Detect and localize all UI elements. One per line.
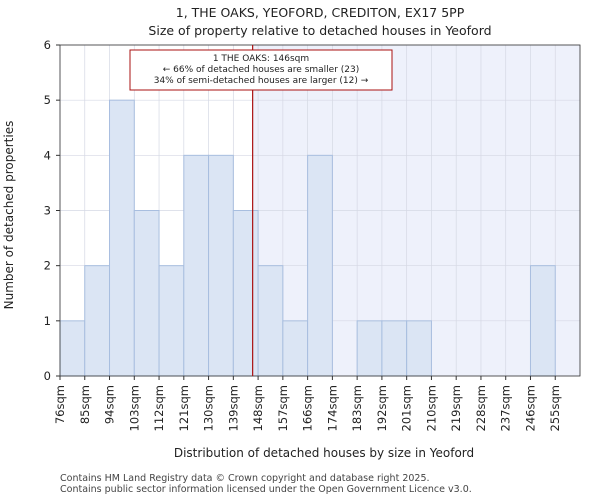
x-tick-label: 228sqm — [474, 385, 488, 431]
x-tick-label: 246sqm — [523, 385, 537, 431]
x-tick-label: 183sqm — [350, 385, 364, 431]
y-tick-label: 3 — [44, 204, 51, 218]
y-tick-label: 1 — [44, 314, 51, 328]
bars-group — [59, 99, 556, 377]
y-tick-label: 5 — [44, 93, 51, 107]
bar-201sqm — [406, 320, 432, 377]
annotation-line-1: 1 THE OAKS: 146sqm — [213, 54, 309, 64]
bar-85sqm — [84, 265, 111, 377]
bar-112sqm — [158, 265, 185, 377]
bar-148sqm — [257, 265, 284, 377]
bar-166sqm — [307, 154, 333, 377]
x-tick-label: 201sqm — [400, 385, 414, 431]
x-tick-label: 139sqm — [226, 385, 240, 431]
x-tick-label: 166sqm — [301, 385, 315, 431]
x-tick-label: 148sqm — [251, 385, 265, 431]
x-tick-label: 237sqm — [499, 385, 513, 431]
x-tick-label: 157sqm — [276, 385, 290, 431]
y-tick-label: 4 — [44, 148, 51, 162]
bar-183sqm — [356, 320, 383, 377]
bar-76sqm — [59, 320, 86, 377]
x-tick-label: 112sqm — [152, 385, 166, 431]
bar-192sqm — [381, 320, 408, 377]
x-tick-label: 219sqm — [449, 385, 463, 431]
x-tick-label: 130sqm — [202, 385, 216, 431]
x-axis: 76sqm 85sqm 94sqm 103sqm 112sqm 121sqm 130sqm 1… — [53, 376, 562, 431]
x-axis-label: Distribution of detached houses by size … — [174, 446, 474, 460]
annotation-line-2: ← 66% of detached houses are smaller (23… — [163, 65, 360, 75]
y-tick-label: 6 — [44, 38, 51, 52]
annotation-line-3: 34% of semi-detached houses are larger (… — [154, 76, 369, 86]
bar-157sqm — [282, 320, 309, 377]
y-axis: 0 1 2 3 4 5 6 — [44, 38, 60, 383]
bar-246sqm — [529, 265, 556, 377]
chart-title: 1, THE OAKS, YEOFORD, CREDITON, EX17 5PP — [176, 5, 465, 20]
y-axis-label: Number of detached properties — [2, 121, 16, 310]
x-tick-label: 121sqm — [177, 385, 191, 431]
footer-line-1: Contains HM Land Registry data © Crown c… — [60, 473, 430, 484]
x-tick-label: 210sqm — [424, 385, 438, 431]
x-tick-label: 192sqm — [375, 385, 389, 431]
bar-103sqm — [133, 210, 160, 377]
x-tick-label: 255sqm — [548, 385, 562, 431]
bar-130sqm — [208, 154, 234, 377]
x-tick-label: 94sqm — [103, 385, 117, 424]
bar-139sqm — [232, 210, 259, 377]
footer-line-2: Contains public sector information licen… — [60, 484, 472, 495]
chart-subtitle: Size of property relative to detached ho… — [148, 23, 491, 38]
x-tick-label: 76sqm — [53, 385, 67, 424]
y-tick-label: 2 — [44, 259, 51, 273]
y-tick-label: 0 — [44, 369, 51, 383]
bar-121sqm — [183, 154, 210, 377]
footer-attribution: Contains HM Land Registry data © Crown c… — [60, 473, 472, 495]
x-tick-label: 85sqm — [78, 385, 92, 424]
x-tick-label: 174sqm — [325, 385, 339, 431]
x-tick-label: 103sqm — [127, 385, 141, 431]
bar-94sqm — [109, 99, 135, 377]
annotation-box: 1 THE OAKS: 146sqm ← 66% of detached hou… — [129, 49, 393, 91]
